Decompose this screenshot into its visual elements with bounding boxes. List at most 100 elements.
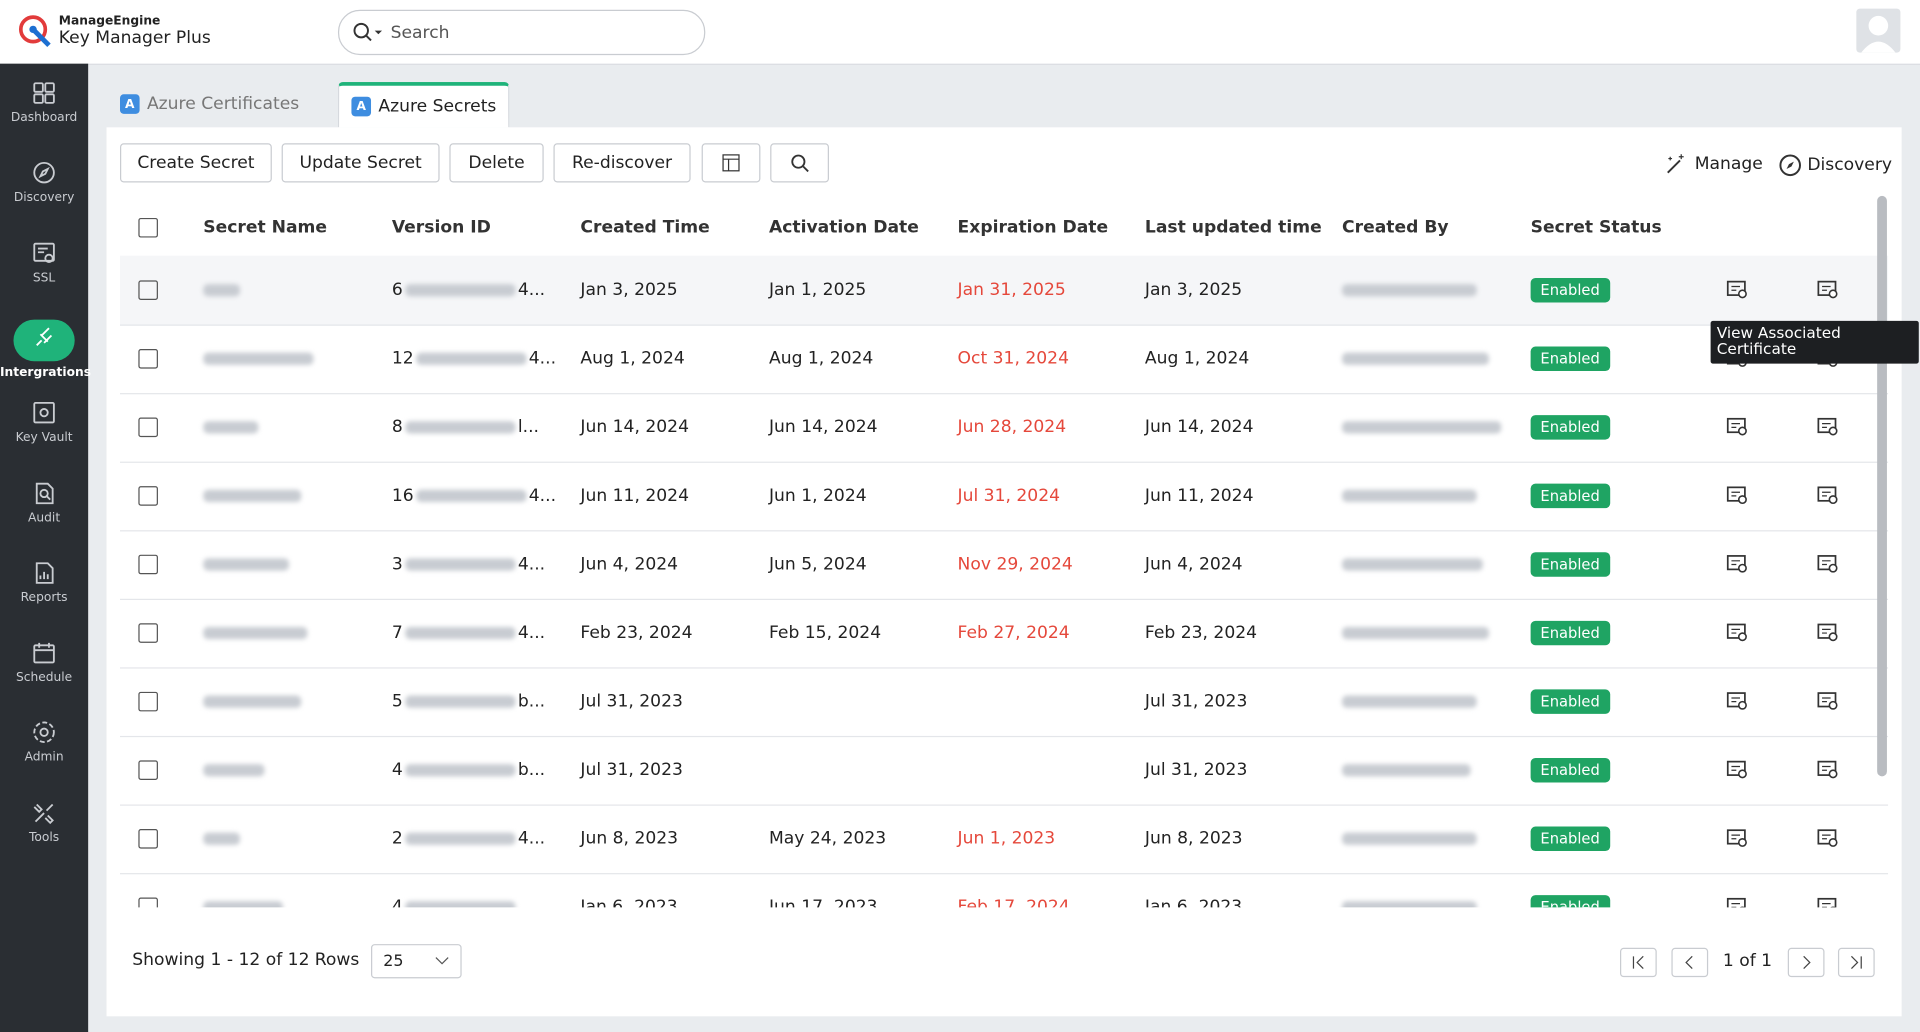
status-badge: Enabled xyxy=(1530,552,1610,577)
nav-item[interactable]: Dashboard xyxy=(0,80,88,125)
column-settings-button[interactable] xyxy=(701,143,761,183)
view-secret-action[interactable] xyxy=(1726,256,1749,325)
icon xyxy=(1726,623,1747,642)
status-badge: Enabled xyxy=(1530,415,1610,440)
updated-cell: Jan 6, 2023 xyxy=(1145,873,1242,908)
manage-link[interactable]: Manage xyxy=(1665,153,1763,175)
created-cell: Feb 23, 2024 xyxy=(580,623,693,643)
view-certificate-action[interactable] xyxy=(1817,667,1839,736)
redacted-text xyxy=(416,489,527,503)
first-page[interactable] xyxy=(1620,947,1657,978)
nav-item[interactable]: Admin xyxy=(0,719,88,765)
nav-label: Admin xyxy=(24,751,64,765)
checkbox[interactable] xyxy=(138,828,158,849)
view-secret-action[interactable] xyxy=(1726,804,1749,873)
icon xyxy=(722,154,740,172)
nav-icon-wrap xyxy=(0,160,88,187)
created-cell: Jul 31, 2023 xyxy=(580,691,683,712)
icon xyxy=(1850,955,1862,970)
button[interactable]: Create Secret xyxy=(120,143,272,183)
view-certificate-action[interactable] xyxy=(1817,873,1839,908)
checkbox[interactable] xyxy=(138,897,158,908)
view-certificate-action[interactable] xyxy=(1817,530,1839,599)
created-cell: Jun 11, 2024 xyxy=(580,486,689,506)
tab-active[interactable]: A Azure Secrets xyxy=(337,82,510,128)
icon xyxy=(1817,623,1838,642)
activation-cell: Jun 17, 2023 xyxy=(769,873,878,908)
version-end: 4... xyxy=(528,486,557,506)
view-secret-action[interactable] xyxy=(1726,393,1749,462)
nav-item[interactable]: Key Vault xyxy=(0,399,88,445)
scrollbar[interactable] xyxy=(1877,195,1887,777)
view-certificate-action[interactable] xyxy=(1817,462,1839,531)
column-header: Activation Date xyxy=(768,217,919,237)
status-cell: Enabled xyxy=(1530,804,1610,873)
checkbox[interactable] xyxy=(138,417,158,438)
checkbox[interactable] xyxy=(138,691,158,712)
checkbox[interactable] xyxy=(138,280,158,301)
button[interactable]: Re-discover xyxy=(553,143,691,183)
activation-cell: Jan 1, 2025 xyxy=(768,280,867,301)
search-box[interactable]: Search xyxy=(337,9,706,56)
button[interactable]: Update Secret xyxy=(281,143,440,183)
version-cell: 3 4... xyxy=(392,530,545,599)
nav-item[interactable]: Audit xyxy=(0,479,88,525)
checkbox-cell xyxy=(138,530,158,599)
status-cell: Enabled xyxy=(1530,667,1610,736)
nav-icon xyxy=(35,482,54,504)
prev-page[interactable] xyxy=(1671,947,1709,978)
created-cell: Jun 14, 2024 xyxy=(580,417,689,438)
view-secret-action[interactable] xyxy=(1726,667,1749,736)
table-row: 12 4... Aug 1, 2024 Aug 1, 2024 Oct 31, 2024… xyxy=(120,324,1889,395)
secret-name-cell xyxy=(203,256,241,325)
redacted-text xyxy=(203,489,302,503)
checkbox[interactable] xyxy=(138,486,158,506)
nav-icon-wrap xyxy=(13,319,75,362)
search-button[interactable] xyxy=(770,143,829,183)
nav-label: Key Vault xyxy=(15,431,73,445)
view-secret-action[interactable] xyxy=(1726,873,1749,908)
checkbox[interactable] xyxy=(138,217,158,237)
redacted-text xyxy=(405,764,516,777)
nav-item[interactable]: SSL xyxy=(0,240,88,285)
view-certificate-action[interactable] xyxy=(1817,393,1839,462)
status-badge: Enabled xyxy=(1530,826,1610,852)
nav-item[interactable]: Intergrations xyxy=(0,319,91,379)
status-badge: Enabled xyxy=(1530,483,1610,509)
table-row: 6 4... Jan 3, 2025 Jan 1, 2025 Jan 31, 2025 J… xyxy=(120,255,1889,326)
nav-item[interactable]: Reports xyxy=(0,559,88,605)
discovery-link[interactable]: Discovery xyxy=(1778,153,1892,177)
checkbox[interactable] xyxy=(138,348,158,369)
nav-item[interactable]: Schedule xyxy=(0,639,88,685)
secret-name-cell xyxy=(203,667,302,736)
next-page[interactable] xyxy=(1787,947,1825,978)
last-page[interactable] xyxy=(1837,947,1875,978)
status-badge: Enabled xyxy=(1530,895,1610,908)
view-secret-action[interactable] xyxy=(1726,599,1749,668)
expiration-cell: Feb 27, 2024 xyxy=(957,623,1070,643)
rows-value: 25 xyxy=(383,952,404,971)
view-secret-action[interactable] xyxy=(1726,736,1749,805)
redacted-text xyxy=(1342,626,1489,640)
checkbox[interactable] xyxy=(138,760,158,781)
button[interactable]: Delete xyxy=(449,143,544,183)
nav-item[interactable]: Tools xyxy=(0,799,88,845)
checkbox[interactable] xyxy=(138,554,158,575)
nav-item[interactable]: Discovery xyxy=(0,160,88,205)
icon xyxy=(1817,486,1838,505)
table: Secret Name Version ID Created Time Activat… xyxy=(120,198,1889,908)
avatar[interactable] xyxy=(1856,8,1901,53)
rows-select[interactable]: 25 xyxy=(371,944,462,979)
nav-icon xyxy=(33,162,55,184)
view-certificate-action[interactable] xyxy=(1817,599,1839,668)
view-certificate-action[interactable] xyxy=(1817,736,1839,805)
view-certificate-action[interactable] xyxy=(1817,804,1839,873)
view-certificate-action[interactable] xyxy=(1817,256,1839,325)
view-secret-action[interactable] xyxy=(1726,530,1749,599)
nav-label: Tools xyxy=(28,831,60,845)
view-secret-action[interactable] xyxy=(1726,462,1749,531)
nav-icon-wrap xyxy=(0,240,88,267)
tab[interactable]: A Azure Certificates xyxy=(108,82,312,126)
checkbox[interactable] xyxy=(138,623,158,643)
table-row: 2 4... Jun 8, 2023 May 24, 2023 Jun 1, 2023 J… xyxy=(120,804,1889,875)
